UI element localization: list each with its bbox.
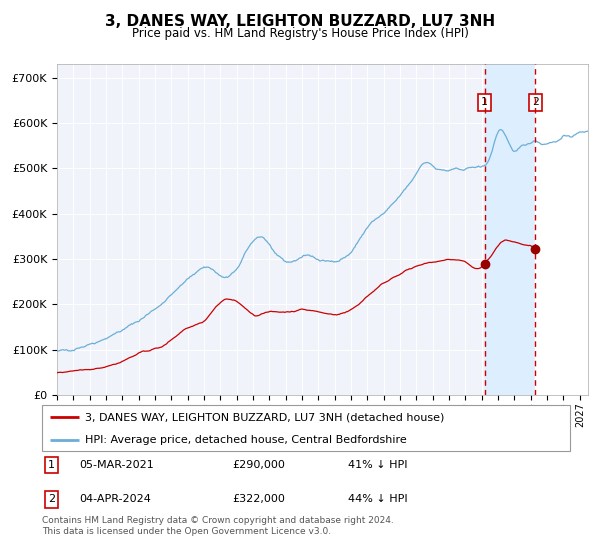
- Text: 05-MAR-2021: 05-MAR-2021: [79, 460, 154, 470]
- Bar: [535, 64, 588, 395]
- Text: 1: 1: [481, 97, 488, 108]
- Text: 3, DANES WAY, LEIGHTON BUZZARD, LU7 3NH: 3, DANES WAY, LEIGHTON BUZZARD, LU7 3NH: [105, 14, 495, 29]
- Text: Price paid vs. HM Land Registry's House Price Index (HPI): Price paid vs. HM Land Registry's House …: [131, 27, 469, 40]
- Text: 04-APR-2024: 04-APR-2024: [79, 494, 151, 505]
- Text: 2: 2: [48, 494, 55, 505]
- Text: £290,000: £290,000: [232, 460, 285, 470]
- Text: 1: 1: [48, 460, 55, 470]
- Text: HPI: Average price, detached house, Central Bedfordshire: HPI: Average price, detached house, Cent…: [85, 435, 407, 445]
- Bar: [485, 64, 535, 395]
- Bar: [535, 64, 588, 395]
- Text: 3, DANES WAY, LEIGHTON BUZZARD, LU7 3NH (detached house): 3, DANES WAY, LEIGHTON BUZZARD, LU7 3NH …: [85, 412, 445, 422]
- Text: 44% ↓ HPI: 44% ↓ HPI: [348, 494, 408, 505]
- Text: 41% ↓ HPI: 41% ↓ HPI: [348, 460, 408, 470]
- Text: Contains HM Land Registry data © Crown copyright and database right 2024.
This d: Contains HM Land Registry data © Crown c…: [42, 516, 394, 536]
- FancyBboxPatch shape: [42, 405, 570, 451]
- Text: 2: 2: [532, 97, 539, 108]
- Text: £322,000: £322,000: [232, 494, 285, 505]
